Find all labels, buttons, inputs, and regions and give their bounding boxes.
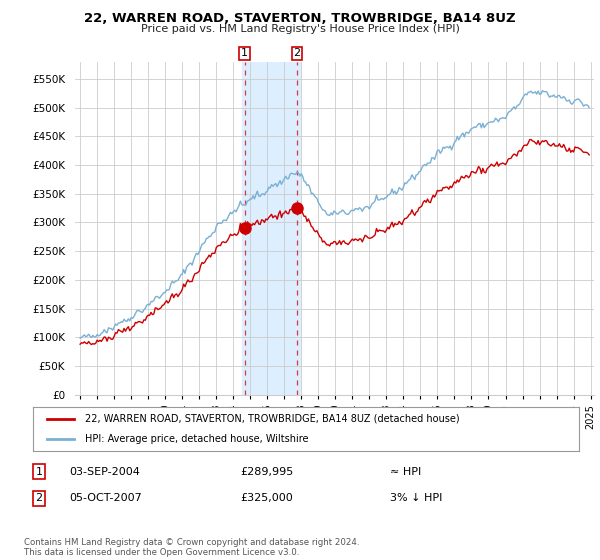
- Text: 22, WARREN ROAD, STAVERTON, TROWBRIDGE, BA14 8UZ: 22, WARREN ROAD, STAVERTON, TROWBRIDGE, …: [84, 12, 516, 25]
- Text: 2: 2: [35, 493, 43, 503]
- Text: 2: 2: [293, 48, 301, 58]
- Text: Price paid vs. HM Land Registry's House Price Index (HPI): Price paid vs. HM Land Registry's House …: [140, 24, 460, 34]
- Text: £289,995: £289,995: [240, 466, 293, 477]
- Text: 22, WARREN ROAD, STAVERTON, TROWBRIDGE, BA14 8UZ (detached house): 22, WARREN ROAD, STAVERTON, TROWBRIDGE, …: [85, 414, 460, 424]
- Text: 05-OCT-2007: 05-OCT-2007: [69, 493, 142, 503]
- Text: HPI: Average price, detached house, Wiltshire: HPI: Average price, detached house, Wilt…: [85, 434, 308, 444]
- Bar: [242, 62, 300, 395]
- Text: ≈ HPI: ≈ HPI: [390, 466, 421, 477]
- Text: 03-SEP-2004: 03-SEP-2004: [69, 466, 140, 477]
- Text: 3% ↓ HPI: 3% ↓ HPI: [390, 493, 442, 503]
- Text: Contains HM Land Registry data © Crown copyright and database right 2024.
This d: Contains HM Land Registry data © Crown c…: [24, 538, 359, 557]
- Text: 1: 1: [35, 466, 43, 477]
- Text: £325,000: £325,000: [240, 493, 293, 503]
- Text: 1: 1: [241, 48, 248, 58]
